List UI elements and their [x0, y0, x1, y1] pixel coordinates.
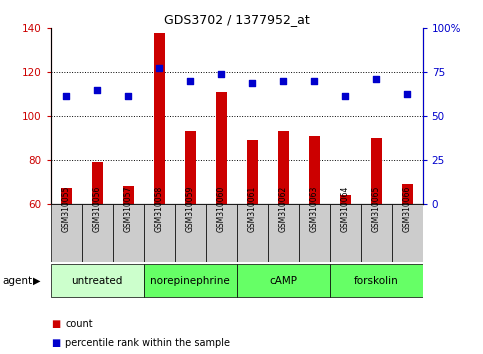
Bar	[206, 204, 237, 262]
Text: GSM310056: GSM310056	[93, 185, 102, 232]
Bar	[247, 140, 257, 204]
Bar	[298, 204, 329, 262]
Bar	[92, 162, 102, 204]
Text: GSM310062: GSM310062	[279, 185, 288, 232]
Text: GSM310063: GSM310063	[310, 185, 319, 232]
Bar	[175, 204, 206, 262]
Bar	[329, 204, 361, 262]
Text: untreated: untreated	[71, 275, 123, 286]
Bar	[82, 204, 113, 262]
Bar	[61, 188, 71, 204]
Text: ■: ■	[51, 338, 60, 348]
Text: norepinephrine: norepinephrine	[150, 275, 230, 286]
Bar	[154, 33, 165, 204]
Text: percentile rank within the sample: percentile rank within the sample	[65, 338, 230, 348]
Text: GSM310060: GSM310060	[217, 185, 226, 232]
Point	[217, 72, 225, 77]
Text: count: count	[65, 319, 93, 329]
Point	[310, 78, 318, 84]
Text: GSM310055: GSM310055	[62, 185, 71, 232]
Text: GSM310066: GSM310066	[403, 185, 412, 232]
Point	[62, 93, 70, 99]
Text: GSM310059: GSM310059	[185, 185, 195, 232]
Text: ■: ■	[51, 319, 60, 329]
Bar	[278, 131, 288, 204]
Bar	[237, 204, 268, 262]
Point	[124, 93, 132, 99]
Text: ▶: ▶	[33, 275, 41, 286]
Text: GSM310064: GSM310064	[341, 185, 350, 232]
Bar	[340, 195, 351, 204]
Text: GSM310057: GSM310057	[124, 185, 133, 232]
Bar	[113, 204, 144, 262]
Point	[403, 91, 411, 97]
Bar	[309, 136, 320, 204]
Bar	[51, 264, 144, 297]
Title: GDS3702 / 1377952_at: GDS3702 / 1377952_at	[164, 13, 310, 26]
Bar	[371, 138, 382, 204]
Bar	[237, 264, 330, 297]
Point	[279, 78, 287, 84]
Bar	[268, 204, 298, 262]
Text: forskolin: forskolin	[354, 275, 398, 286]
Bar	[144, 264, 237, 297]
Bar	[144, 204, 175, 262]
Bar	[51, 204, 82, 262]
Point	[93, 87, 101, 92]
Bar	[392, 204, 423, 262]
Text: GSM310058: GSM310058	[155, 185, 164, 232]
Text: GSM310061: GSM310061	[248, 185, 256, 232]
Point	[372, 76, 380, 81]
Bar	[361, 204, 392, 262]
Bar	[185, 131, 196, 204]
Text: cAMP: cAMP	[269, 275, 297, 286]
Bar	[402, 184, 412, 204]
Bar	[329, 264, 423, 297]
Text: GSM310065: GSM310065	[371, 185, 381, 232]
Point	[156, 65, 163, 70]
Point	[341, 93, 349, 99]
Point	[248, 80, 256, 86]
Bar	[216, 92, 227, 204]
Text: agent: agent	[2, 275, 32, 286]
Point	[186, 78, 194, 84]
Bar	[123, 186, 134, 204]
